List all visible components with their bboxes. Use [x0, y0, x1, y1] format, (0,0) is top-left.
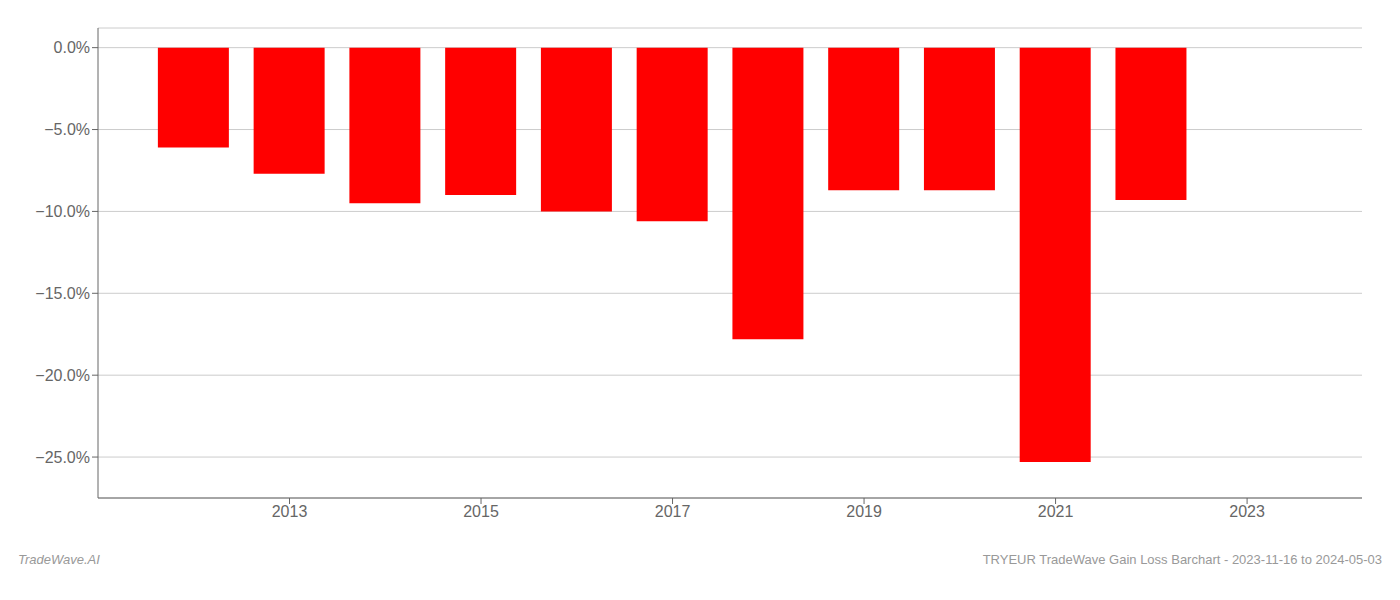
svg-text:2023: 2023 — [1229, 503, 1265, 520]
svg-text:0.0%: 0.0% — [54, 39, 90, 56]
svg-text:2017: 2017 — [655, 503, 691, 520]
svg-text:2019: 2019 — [846, 503, 882, 520]
svg-text:−10.0%: −10.0% — [35, 203, 90, 220]
svg-text:−25.0%: −25.0% — [35, 449, 90, 466]
svg-text:2021: 2021 — [1038, 503, 1074, 520]
svg-text:−5.0%: −5.0% — [44, 121, 90, 138]
svg-text:2015: 2015 — [463, 503, 499, 520]
html-text:TradeWave.AI: TradeWave.AI — [18, 552, 100, 567]
svg-text:−20.0%: −20.0% — [35, 367, 90, 384]
html-text:TRYEUR TradeWave Gain Loss Bar: TRYEUR TradeWave Gain Loss Barchart - 20… — [982, 552, 1382, 567]
svg-text:−15.0%: −15.0% — [35, 285, 90, 302]
svg-text:2013: 2013 — [272, 503, 308, 520]
